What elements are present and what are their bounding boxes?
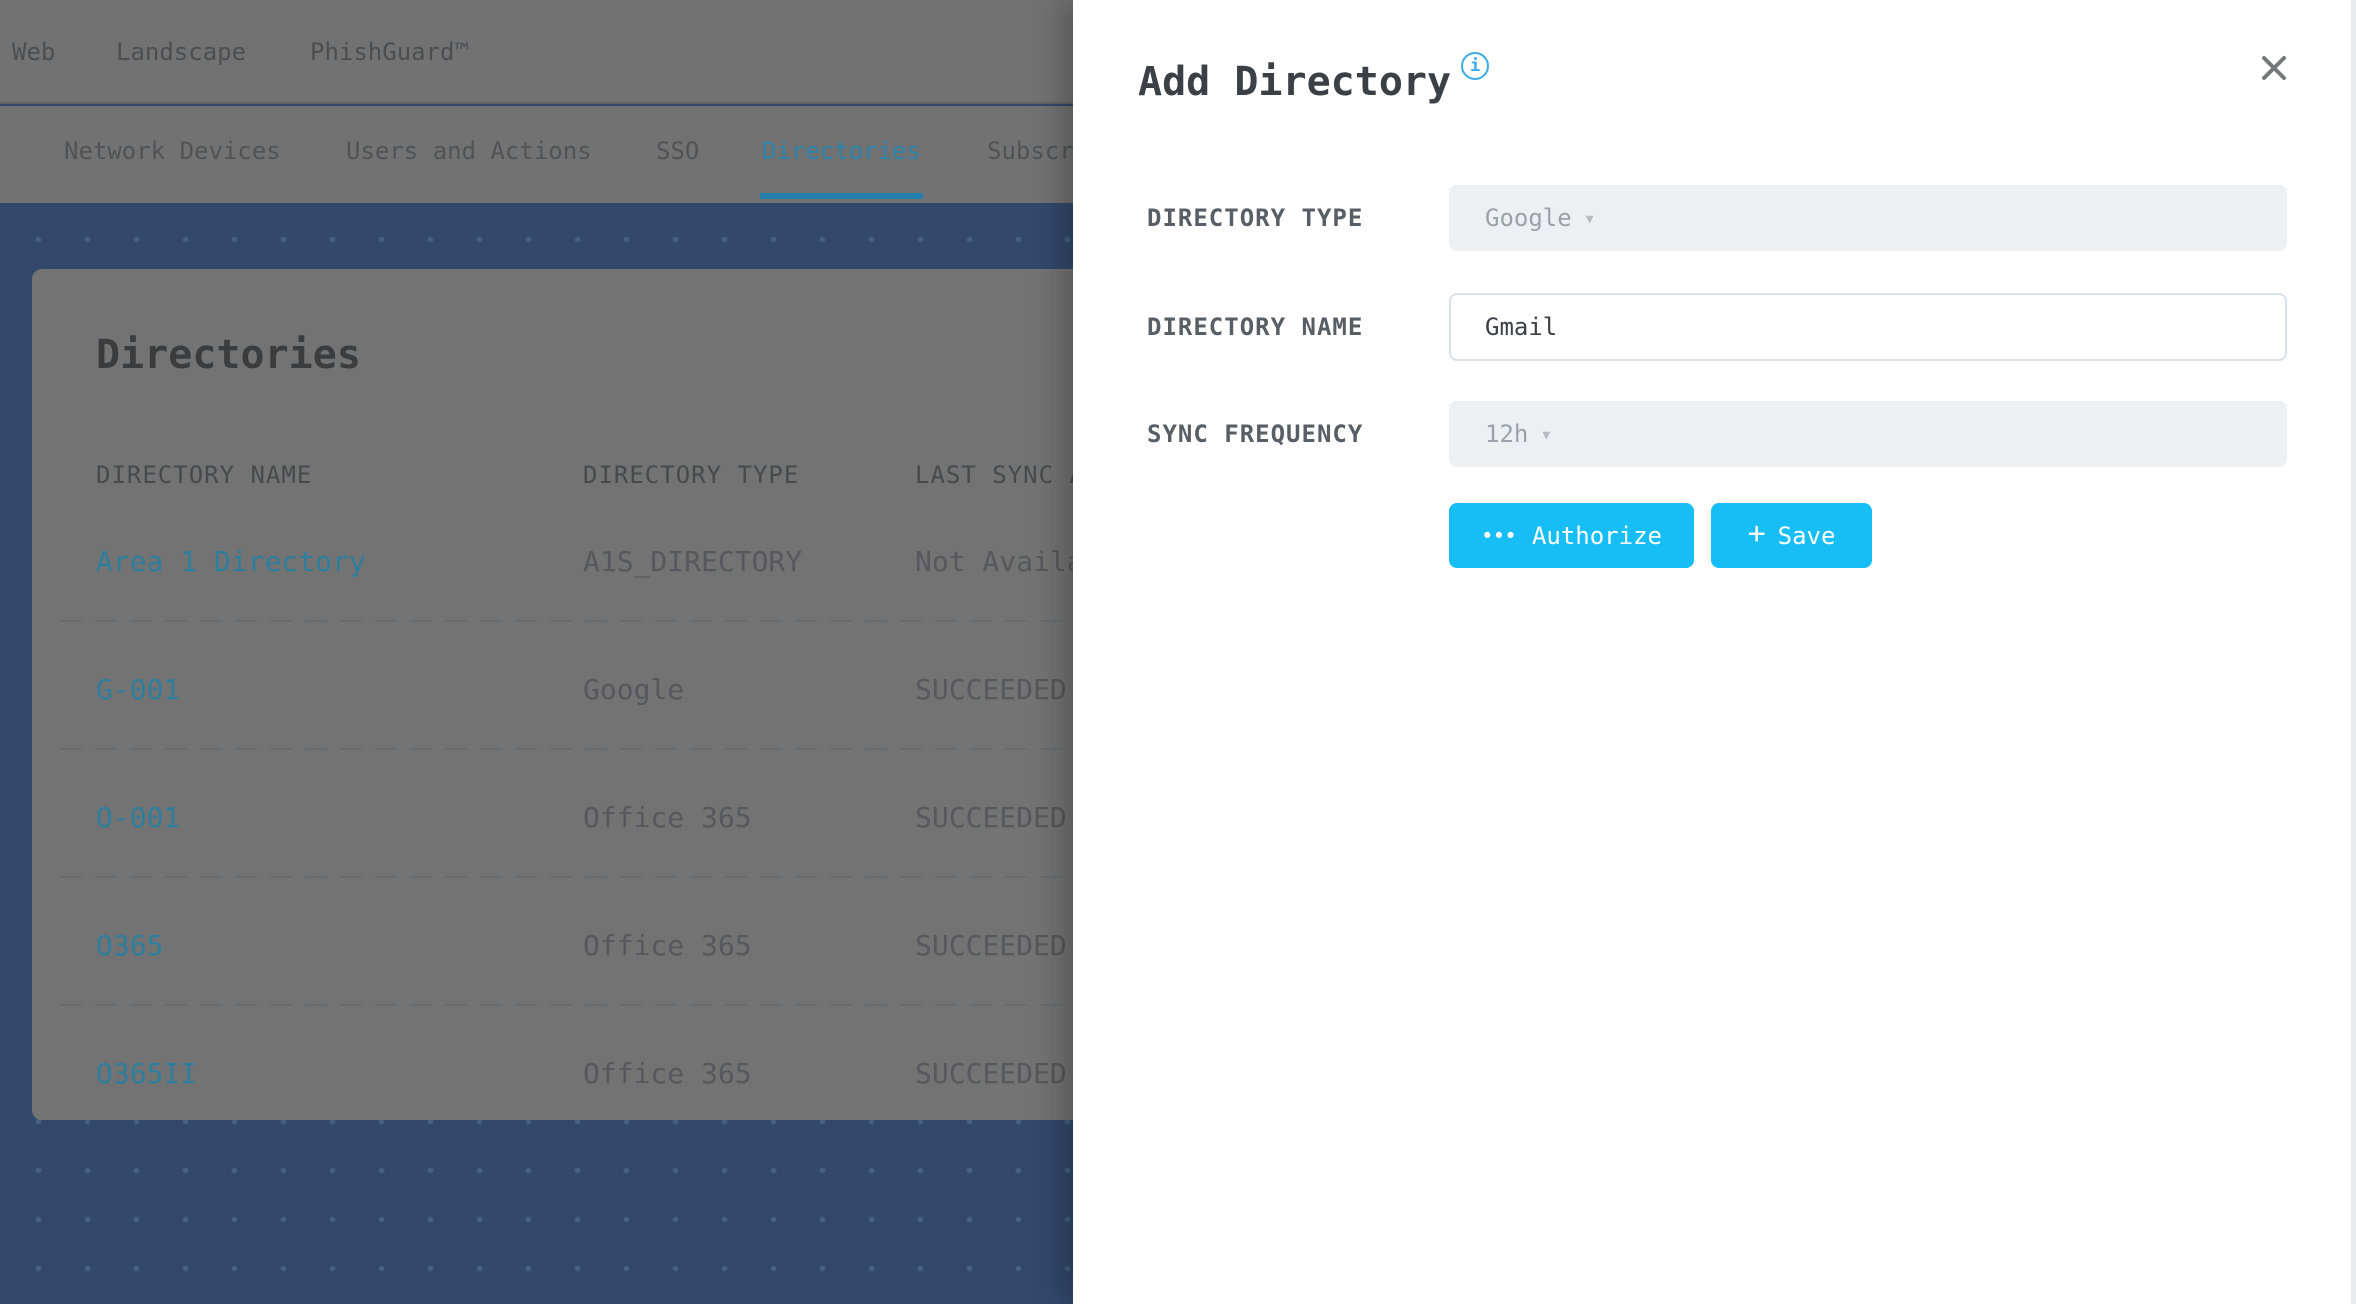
directory-name-label: DIRECTORY NAME	[1147, 313, 1364, 341]
directory-link[interactable]: Area 1 Directory	[96, 545, 366, 578]
nav-item-landscape[interactable]: Landscape	[116, 38, 247, 66]
tab-network-devices[interactable]: Network Devices	[64, 137, 281, 165]
add-directory-drawer: Add Directory i DIRECTORY TYPE Google ▼ …	[1073, 0, 2356, 1304]
tab-directories[interactable]: Directories	[762, 137, 921, 165]
directory-link[interactable]: O365II	[96, 1057, 198, 1090]
col-header-directory-type: DIRECTORY TYPE	[583, 461, 800, 489]
col-header-last-sync: LAST SYNC AT	[915, 461, 1101, 489]
sync-frequency-label: SYNC FREQUENCY	[1147, 420, 1364, 448]
directory-type-label: DIRECTORY TYPE	[1147, 204, 1364, 232]
tab-users-and-actions[interactable]: Users and Actions	[346, 137, 592, 165]
col-header-directory-name: DIRECTORY NAME	[96, 461, 313, 489]
nav-item-phishguard[interactable]: PhishGuard™	[310, 38, 469, 66]
sync-frequency-value: 12h	[1485, 420, 1529, 448]
form-row-directory-name: DIRECTORY NAME	[1073, 293, 2356, 361]
save-button-label: Save	[1777, 521, 1836, 550]
table-cell: SUCCEEDED	[915, 929, 1067, 962]
table-cell: SUCCEEDED	[915, 801, 1067, 834]
directory-type-select: Google ▼	[1449, 185, 2287, 251]
drawer-title: Add Directory	[1138, 59, 1452, 105]
nav-item-web[interactable]: Web	[12, 38, 56, 66]
scrollbar-track[interactable]	[2351, 0, 2356, 1304]
table-cell: SUCCEEDED	[915, 673, 1067, 706]
plus-icon: +	[1747, 515, 1766, 551]
table-cell: A1S_DIRECTORY	[583, 545, 803, 578]
chevron-down-icon: ▼	[1542, 428, 1551, 443]
ellipsis-icon: •••	[1481, 524, 1517, 548]
directory-type-value: Google	[1485, 204, 1572, 232]
drawer-actions: ••• Authorize + Save	[1449, 503, 1872, 568]
directory-link[interactable]: O-001	[96, 801, 181, 834]
sync-frequency-select: 12h ▼	[1449, 401, 2287, 467]
authorize-button-label: Authorize	[1531, 521, 1662, 550]
table-cell: Google	[583, 673, 685, 706]
active-tab-underline	[760, 193, 923, 199]
save-button[interactable]: + Save	[1711, 503, 1872, 568]
table-cell: Office 365	[583, 801, 752, 834]
table-cell: Office 365	[583, 1057, 752, 1090]
form-row-sync-frequency: SYNC FREQUENCY 12h ▼	[1073, 401, 2356, 467]
page-title: Directories	[96, 332, 361, 378]
close-icon[interactable]	[2254, 48, 2294, 88]
table-cell: Office 365	[583, 929, 752, 962]
directory-link[interactable]: O365	[96, 929, 164, 962]
form-row-directory-type: DIRECTORY TYPE Google ▼	[1073, 185, 2356, 251]
chevron-down-icon: ▼	[1585, 212, 1594, 227]
directory-name-input[interactable]	[1449, 293, 2287, 361]
directory-link[interactable]: G-001	[96, 673, 181, 706]
tab-sso[interactable]: SSO	[656, 137, 700, 165]
authorize-button[interactable]: ••• Authorize	[1449, 503, 1694, 568]
table-cell: SUCCEEDED	[915, 1057, 1067, 1090]
info-icon[interactable]: i	[1461, 52, 1490, 80]
